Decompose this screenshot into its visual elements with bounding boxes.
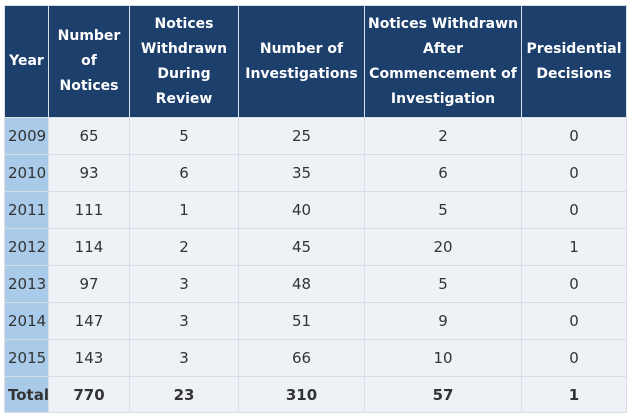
year-cell: 2009 (4, 117, 49, 155)
table-cell: 0 (521, 302, 627, 340)
table-cell: 10 (364, 339, 522, 377)
header-cell: Year (4, 5, 49, 118)
table-cell: 3 (129, 265, 239, 303)
table-cell: 5 (364, 265, 522, 303)
table-cell: 20 (364, 228, 522, 266)
table-cell: 25 (238, 117, 365, 155)
table-cell: 0 (521, 154, 627, 192)
table-cell: 0 (521, 191, 627, 229)
table-cell: 6 (364, 154, 522, 192)
total-cell: 770 (48, 376, 130, 413)
table-cell: 45 (238, 228, 365, 266)
table-cell: 1 (129, 191, 239, 229)
total-cell: 23 (129, 376, 239, 413)
total-cell: 1 (521, 376, 627, 413)
year-cell: 2013 (4, 265, 49, 303)
table-cell: 3 (129, 302, 239, 340)
table-cell: 66 (238, 339, 365, 377)
table-cell: 40 (238, 191, 365, 229)
table-cell: 35 (238, 154, 365, 192)
table-row: 2015 143 3 66 10 0 (4, 339, 627, 377)
year-cell: 2012 (4, 228, 49, 266)
data-table: Year Number of Notices Notices Withdrawn D… (4, 5, 627, 413)
header-row: Year Number of Notices Notices Withdrawn D… (4, 5, 627, 118)
table-cell: 2 (364, 117, 522, 155)
header-cell: Number of Notices (48, 5, 130, 118)
table-row: 2011 111 1 40 5 0 (4, 191, 627, 229)
table-row: 2013 97 3 48 5 0 (4, 265, 627, 303)
table-cell: 0 (521, 117, 627, 155)
table-cell: 143 (48, 339, 130, 377)
table-cell: 6 (129, 154, 239, 192)
table-cell: 0 (521, 265, 627, 303)
header-cell: Number of Investigations (238, 5, 365, 118)
table-cell: 147 (48, 302, 130, 340)
table-cell: 111 (48, 191, 130, 229)
year-cell: 2014 (4, 302, 49, 340)
total-cell: 57 (364, 376, 522, 413)
table-cell: 51 (238, 302, 365, 340)
table-cell: 48 (238, 265, 365, 303)
year-cell: 2011 (4, 191, 49, 229)
table-header: Year Number of Notices Notices Withdrawn D… (4, 5, 627, 118)
table-cell: 97 (48, 265, 130, 303)
total-row: Total 770 23 310 57 1 (4, 376, 627, 413)
table-cell: 3 (129, 339, 239, 377)
table-row: 2012 114 2 45 20 1 (4, 228, 627, 266)
table-row: 2009 65 5 25 2 0 (4, 117, 627, 155)
table-cell: 9 (364, 302, 522, 340)
header-cell: Notices Withdrawn After Commencement of … (364, 5, 522, 118)
table-cell: 2 (129, 228, 239, 266)
table-row: 2010 93 6 35 6 0 (4, 154, 627, 192)
table-cell: 65 (48, 117, 130, 155)
header-cell: Notices Withdrawn During Review (129, 5, 239, 118)
table-cell: 1 (521, 228, 627, 266)
table-body: 2009 65 5 25 2 0 2010 93 6 35 6 0 2011 111 1 40 5 0 2012 11… (4, 117, 627, 413)
total-cell: 310 (238, 376, 365, 413)
table-cell: 0 (521, 339, 627, 377)
table-cell: 5 (129, 117, 239, 155)
table-cell: 5 (364, 191, 522, 229)
table-row: 2014 147 3 51 9 0 (4, 302, 627, 340)
header-cell: Presidential Decisions (521, 5, 627, 118)
year-cell: 2015 (4, 339, 49, 377)
table-cell: 93 (48, 154, 130, 192)
table-cell: 114 (48, 228, 130, 266)
total-label: Total (4, 376, 49, 413)
year-cell: 2010 (4, 154, 49, 192)
